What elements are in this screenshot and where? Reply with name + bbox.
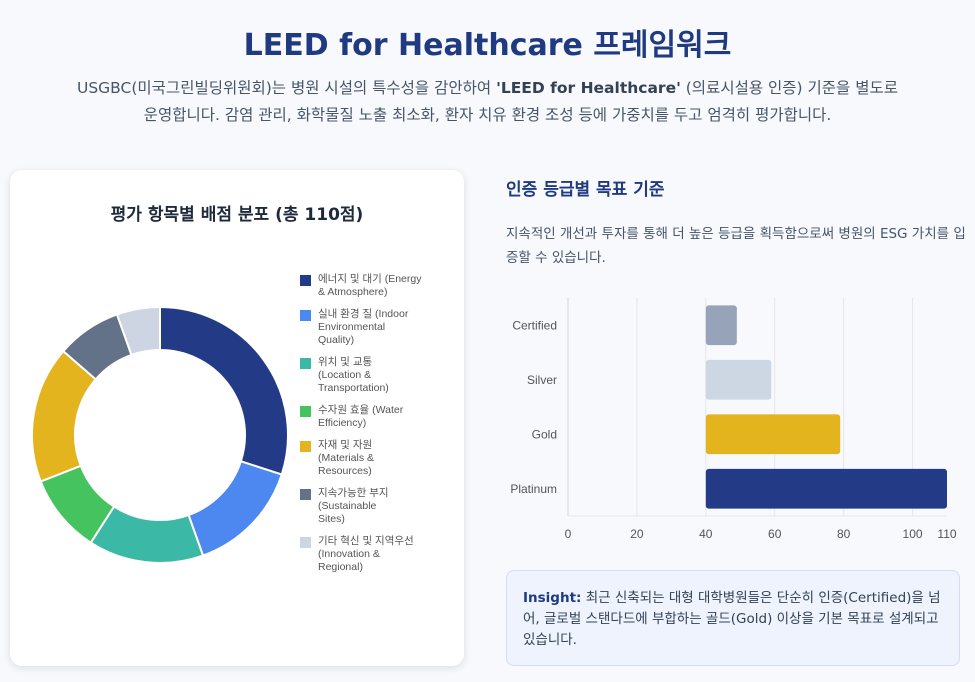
target-section-title: 인증 등급별 목표 기준 bbox=[506, 180, 665, 200]
legend-swatch bbox=[300, 537, 311, 548]
bar[interactable] bbox=[705, 359, 772, 400]
x-tick-label: 20 bbox=[630, 527, 644, 541]
x-tick-label: 0 bbox=[565, 527, 572, 541]
category-label: Platinum bbox=[510, 482, 557, 496]
intro-paragraph: USGBC(미국그린빌딩위원회)는 병원 시설의 특수성을 감안하여 'LEED… bbox=[70, 75, 905, 129]
legend-item[interactable]: 위치 및 교통 (Location & Transportation) bbox=[300, 356, 460, 395]
donut-chart-title: 평가 항목별 배점 분포 (총 110점) bbox=[110, 205, 364, 225]
legend-item[interactable]: 수자원 효율 (Water Efficiency) bbox=[300, 404, 460, 430]
intro-text-2: (의료시설용 인증) 기준을 별도로 운영합니다. 감염 관리, 화학물질 노출… bbox=[143, 79, 899, 124]
bar[interactable] bbox=[705, 414, 841, 455]
category-label: Silver bbox=[527, 373, 557, 387]
insight-label: Insight: bbox=[523, 590, 582, 606]
legend-swatch bbox=[300, 406, 311, 417]
donut-slice[interactable] bbox=[159, 305, 289, 476]
legend-swatch bbox=[300, 310, 311, 321]
x-tick-label: 80 bbox=[837, 527, 851, 541]
donut-slice[interactable] bbox=[115, 305, 161, 357]
legend-label: 기타 혁신 및 지역우선 (Innovation & Regional) bbox=[318, 535, 414, 573]
legend-swatch bbox=[300, 358, 311, 369]
legend-swatch bbox=[300, 275, 311, 286]
donut-chart bbox=[31, 305, 289, 564]
category-label: Gold bbox=[532, 427, 557, 441]
legend-label: 에너지 및 대기 (Energy & Atmosphere) bbox=[318, 273, 422, 298]
page-title: LEED for Healthcare 프레임워크 bbox=[243, 28, 732, 63]
legend-swatch bbox=[300, 489, 311, 500]
legend-item[interactable]: 기타 혁신 및 지역우선 (Innovation & Regional) bbox=[300, 535, 460, 574]
category-label: Certified bbox=[512, 318, 557, 332]
legend-item[interactable]: 에너지 및 대기 (Energy & Atmosphere) bbox=[300, 273, 460, 299]
x-tick-label: 110 bbox=[937, 527, 956, 541]
legend-label: 자재 및 자원 (Materials & Resources) bbox=[318, 439, 375, 477]
intro-bold: 'LEED for Healthcare' bbox=[496, 79, 681, 97]
bar[interactable] bbox=[705, 305, 737, 346]
donut-slice[interactable] bbox=[187, 460, 283, 557]
donut-legend: 에너지 및 대기 (Energy & Atmosphere) 실내 환경 질 (In… bbox=[300, 273, 460, 583]
legend-label: 위치 및 교통 (Location & Transportation) bbox=[318, 356, 389, 394]
donut-chart-card: 평가 항목별 배점 분포 (총 110점) 에너지 및 대기 (Energy & … bbox=[10, 170, 464, 666]
legend-label: 수자원 효율 (Water Efficiency) bbox=[318, 404, 404, 429]
legend-label: 실내 환경 질 (Indoor Environmental Quality) bbox=[318, 308, 409, 346]
bar-chart: Certified Silver Gold Platinum 0 20 40 60 80 100 1… bbox=[510, 298, 957, 541]
insight-box: Insight: 최근 신축되는 대형 대학병원들은 단순히 인증(Certif… bbox=[506, 570, 960, 666]
legend-swatch bbox=[300, 441, 311, 452]
target-description: 지속적인 개선과 투자를 통해 더 높은 등급을 획득함으로써 병원의 ESG … bbox=[506, 226, 966, 266]
insight-text: 최근 신축되는 대형 대학병원들은 단순히 인증(Certified)을 넘어,… bbox=[523, 590, 941, 648]
x-tick-label: 100 bbox=[903, 527, 923, 541]
bar[interactable] bbox=[705, 468, 947, 509]
x-tick-label: 40 bbox=[699, 527, 713, 541]
x-tick-label: 60 bbox=[768, 527, 782, 541]
legend-label: 지속가능한 부지 (Sustainable Sites) bbox=[318, 487, 389, 525]
legend-item[interactable]: 실내 환경 질 (Indoor Environmental Quality) bbox=[300, 308, 460, 347]
legend-item[interactable]: 자재 및 자원 (Materials & Resources) bbox=[300, 439, 460, 478]
intro-text-1: USGBC(미국그린빌딩위원회)는 병원 시설의 특수성을 감안하여 bbox=[76, 79, 497, 97]
legend-item[interactable]: 지속가능한 부지 (Sustainable Sites) bbox=[300, 487, 460, 526]
